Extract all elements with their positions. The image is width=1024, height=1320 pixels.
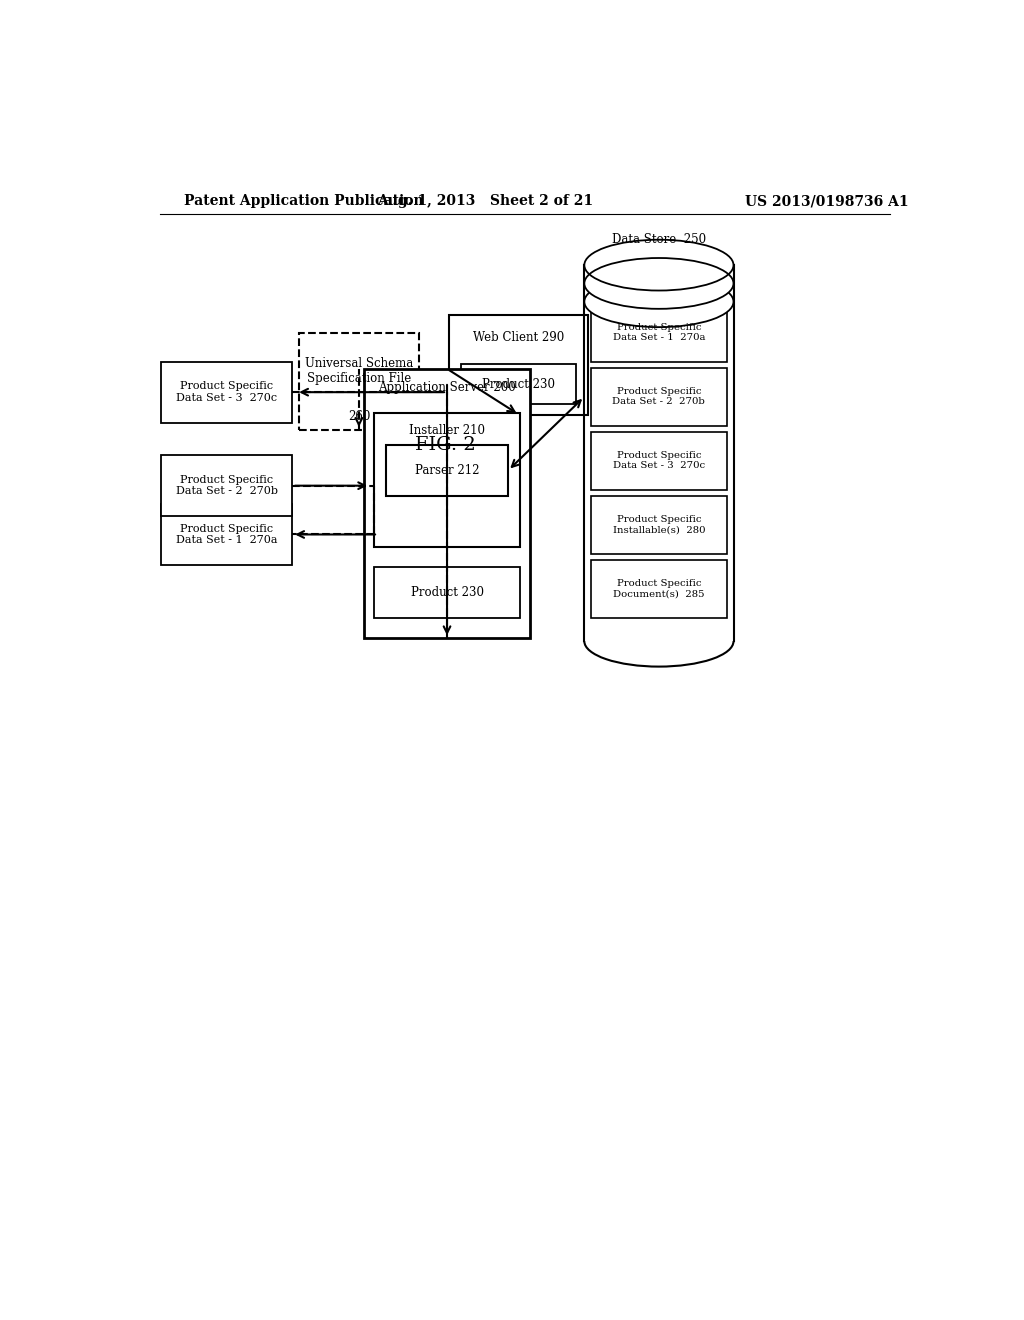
Text: Web Client 290: Web Client 290 (473, 331, 564, 343)
Text: Universal Schema
Specification File: Universal Schema Specification File (305, 358, 413, 385)
Bar (162, 504, 292, 565)
Text: Application Server 200: Application Server 200 (378, 380, 516, 393)
Bar (585, 265, 733, 642)
Text: US 2013/0198736 A1: US 2013/0198736 A1 (744, 194, 908, 209)
Ellipse shape (585, 276, 733, 327)
Text: Product Specific
Data Set - 2  270b: Product Specific Data Set - 2 270b (612, 387, 706, 407)
Text: Product 230: Product 230 (411, 586, 483, 599)
Text: Aug. 1, 2013   Sheet 2 of 21: Aug. 1, 2013 Sheet 2 of 21 (377, 194, 593, 209)
Text: Product Specific
Data Set - 1  270a: Product Specific Data Set - 1 270a (612, 323, 706, 342)
Text: FIG. 2: FIG. 2 (415, 436, 476, 454)
Text: Parser 212: Parser 212 (415, 463, 479, 477)
Bar (450, 315, 588, 414)
Text: Installer 210: Installer 210 (409, 424, 485, 437)
Text: Product 230: Product 230 (482, 378, 555, 391)
Bar (591, 432, 727, 490)
Bar (299, 333, 419, 430)
Text: Product Specific
Data Set - 3  270c: Product Specific Data Set - 3 270c (612, 451, 705, 470)
Bar (591, 368, 727, 426)
Bar (591, 560, 727, 618)
Text: Product Specific
Data Set - 3  270c: Product Specific Data Set - 3 270c (176, 381, 278, 403)
Text: 260: 260 (348, 411, 370, 424)
Text: Patent Application Publication: Patent Application Publication (183, 194, 423, 209)
Bar (591, 304, 727, 362)
Text: Product Specific
Installable(s)  280: Product Specific Installable(s) 280 (612, 515, 706, 535)
Bar (386, 445, 508, 496)
Ellipse shape (585, 257, 733, 309)
Bar (374, 568, 520, 618)
Bar (591, 496, 727, 554)
Text: Product Specific
Document(s)  285: Product Specific Document(s) 285 (613, 579, 705, 598)
Bar (162, 455, 292, 516)
Bar (462, 364, 577, 404)
Text: Product Specific
Data Set - 2  270b: Product Specific Data Set - 2 270b (176, 475, 278, 496)
Bar (374, 412, 520, 546)
Text: Data Store  250: Data Store 250 (612, 234, 706, 247)
Bar (162, 362, 292, 422)
Text: Product Specific
Data Set - 1  270a: Product Specific Data Set - 1 270a (176, 524, 278, 545)
Bar (365, 368, 529, 638)
